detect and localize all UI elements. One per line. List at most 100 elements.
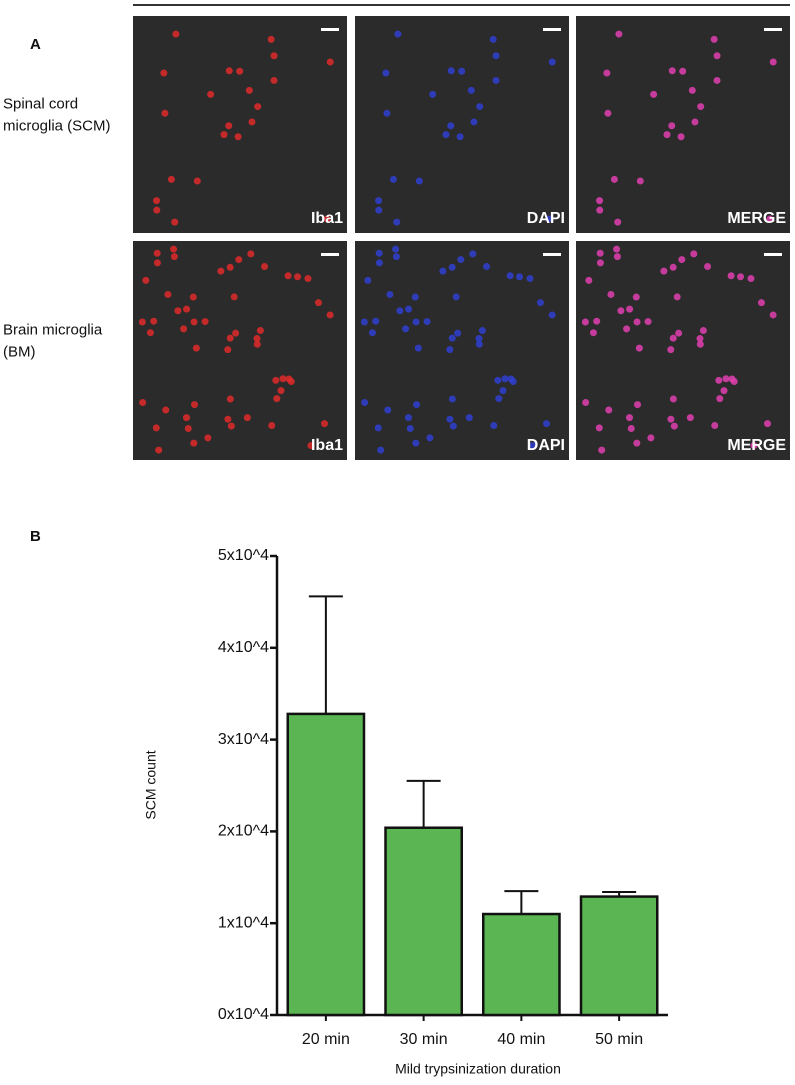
- cell: [191, 401, 199, 409]
- cell: [475, 335, 483, 343]
- cell: [261, 263, 269, 271]
- cell: [456, 133, 464, 141]
- cell: [690, 250, 698, 258]
- cell: [160, 69, 168, 77]
- cell: [750, 442, 758, 450]
- cell: [691, 118, 699, 126]
- cell: [192, 344, 200, 352]
- cell: [360, 318, 368, 326]
- cell: [766, 215, 774, 223]
- cell: [439, 267, 447, 275]
- cell: [326, 58, 334, 66]
- cell: [217, 267, 225, 275]
- panel-label: B: [30, 528, 41, 545]
- cell: [207, 90, 215, 98]
- cell: [713, 76, 721, 84]
- cell: [650, 90, 658, 98]
- cell: [596, 259, 604, 267]
- y-tick-label: 2x10^4: [218, 823, 269, 840]
- cell: [593, 317, 601, 325]
- cell: [267, 35, 275, 43]
- bar: [286, 712, 366, 1017]
- cell: [150, 317, 158, 325]
- micrograph: [576, 241, 790, 460]
- cell: [465, 414, 473, 422]
- cell: [384, 406, 392, 414]
- cell: [412, 318, 420, 326]
- cell: [679, 67, 687, 75]
- cell: [673, 293, 681, 301]
- cell: [483, 263, 491, 271]
- cell: [254, 103, 262, 111]
- cell: [142, 276, 150, 284]
- scale-bar: [764, 28, 782, 31]
- micrograph: [133, 16, 347, 233]
- x-tick-label: 50 min: [595, 1031, 643, 1048]
- cell: [405, 414, 413, 422]
- cell: [634, 401, 642, 409]
- cell: [613, 245, 621, 253]
- x-tick-label: 20 min: [302, 1031, 350, 1048]
- cell: [270, 76, 278, 84]
- cell: [248, 118, 256, 126]
- cell: [426, 434, 434, 442]
- cell: [548, 58, 556, 66]
- cell: [526, 275, 534, 283]
- cell: [607, 290, 615, 298]
- cell: [617, 307, 625, 315]
- cell: [669, 263, 677, 271]
- cell: [447, 122, 455, 130]
- cell: [171, 218, 179, 226]
- cell: [492, 52, 500, 60]
- cell: [469, 250, 477, 258]
- cell: [720, 387, 728, 395]
- micrograph: [133, 241, 347, 460]
- cell: [595, 424, 603, 432]
- cell: [626, 414, 634, 422]
- cell: [402, 325, 410, 333]
- cell: [414, 344, 422, 352]
- cell: [663, 131, 671, 139]
- cell: [201, 318, 209, 326]
- cell: [429, 90, 437, 98]
- scale-bar: [321, 28, 339, 31]
- cell: [715, 376, 723, 384]
- cell: [423, 318, 431, 326]
- cell: [506, 272, 514, 280]
- cell: [470, 118, 478, 126]
- cell: [226, 263, 234, 271]
- cell: [722, 375, 730, 383]
- cell: [446, 415, 454, 423]
- cell: [374, 424, 382, 432]
- cell: [737, 273, 745, 281]
- cell: [710, 35, 718, 43]
- cell: [495, 395, 503, 403]
- cell: [769, 311, 777, 319]
- y-tick-label: 0x10^4: [218, 1006, 269, 1023]
- scale-bar: [321, 253, 339, 256]
- cell: [361, 399, 369, 407]
- cell: [677, 133, 685, 141]
- cell: [669, 395, 677, 403]
- cell: [138, 318, 146, 326]
- cell: [667, 346, 675, 354]
- scale-bar: [543, 253, 561, 256]
- cell: [307, 442, 315, 450]
- cell: [190, 318, 198, 326]
- x-tick-label: 30 min: [400, 1031, 448, 1048]
- cell: [412, 439, 420, 447]
- cell: [627, 424, 635, 432]
- cell: [605, 406, 613, 414]
- cell: [457, 256, 465, 264]
- bar: [384, 826, 463, 1017]
- image-label: DAPI: [527, 210, 565, 227]
- cell: [314, 299, 322, 307]
- cell: [644, 318, 652, 326]
- cell: [183, 305, 191, 313]
- cell: [172, 30, 180, 38]
- cell: [193, 177, 201, 185]
- cell: [545, 215, 553, 223]
- cell: [224, 346, 232, 354]
- cell: [232, 329, 240, 337]
- cell: [585, 276, 593, 284]
